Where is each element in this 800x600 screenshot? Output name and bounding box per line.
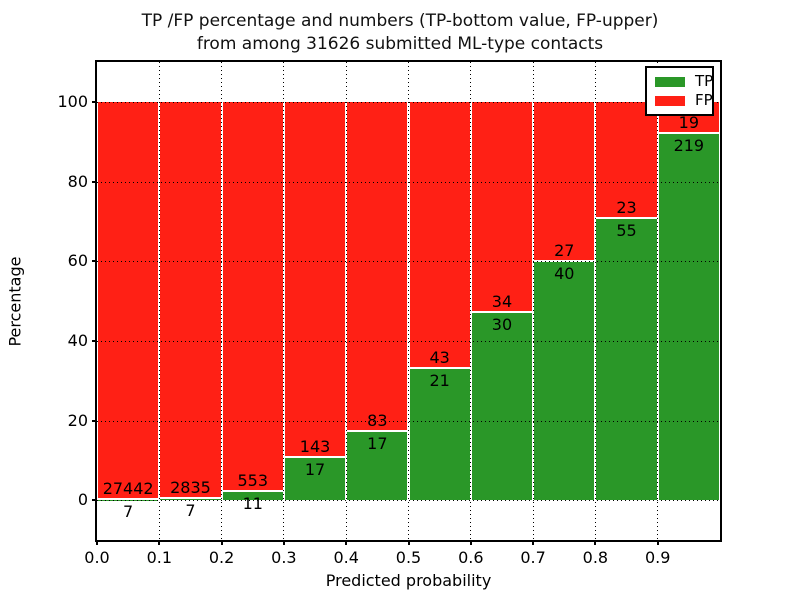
vertical-gridline [470,62,472,540]
y-tick-mark [92,180,97,183]
fp-count-label: 27442 [102,479,154,499]
horizontal-gridline [97,500,720,502]
x-tick-label: 0.6 [458,548,484,567]
x-tick-label: 0.3 [271,548,297,567]
chart-title: TP /FP percentage and numbers (TP-bottom… [0,10,800,56]
bar-segment-tp [222,492,283,501]
bar-segment-tp [347,432,408,501]
y-tick-label: 80 [67,171,88,191]
x-tick-mark [656,540,659,545]
vertical-gridline [158,62,160,540]
y-tick-label: 40 [67,330,88,350]
tp-count-label: 7 [185,501,196,521]
horizontal-gridline [97,420,720,422]
bar-segment-fp [98,101,159,501]
plot-area: 27442 7 2835 7 553 11 143 17 83 17 43 21 34 30 27 40 23 5… [95,60,722,542]
tp-count-label: 21 [429,371,450,391]
fp-count-label: 23 [616,198,637,218]
x-tick-label: 0.1 [146,548,173,567]
bar-segment-tp [471,313,533,501]
horizontal-gridline [97,340,720,342]
y-tick-mark [92,100,97,103]
tp-count-label: 55 [616,221,637,241]
x-tick-label: 0.7 [520,548,546,567]
y-tick-label: 100 [57,91,88,111]
bar-segment-fp [284,101,346,458]
fp-count-label: 2835 [170,478,211,498]
horizontal-gridline [97,261,720,263]
bar-segment-tp [284,457,346,501]
legend-label-fp: FP [695,91,713,109]
tp-count-label: 219 [673,135,705,155]
legend-label-tp: TP [695,72,714,90]
x-tick-label: 0.4 [333,548,359,567]
tp-count-label: 17 [304,459,326,479]
x-axis-label: Predicted probability [325,571,492,590]
fp-count-label: 553 [237,471,269,491]
x-tick-mark [220,540,223,545]
x-tick-mark [96,540,98,545]
fp-count-label: 43 [429,348,450,368]
tp-count-label: 17 [367,434,388,454]
y-tick-mark [92,499,97,502]
tp-swatch [655,76,685,87]
bar-segment-fp [160,101,221,500]
bar-segment-tp [658,133,719,501]
chart-title-line-1: TP /FP percentage and numbers (TP-bottom… [141,11,659,31]
x-tick-mark [407,540,410,545]
x-tick-label: 0.5 [395,548,422,567]
vertical-gridline [283,62,285,540]
fp-count-label: 143 [299,436,331,456]
y-tick-label: 20 [67,410,88,430]
bar-segment-fp [222,101,283,493]
horizontal-gridline [97,181,720,183]
bar-segment-fp [596,101,657,220]
vertical-gridline [657,62,659,540]
x-tick-label: 0.8 [582,548,609,567]
x-tick-mark [469,540,472,545]
bar-segment-tp [409,369,470,501]
y-tick-label: 0 [77,490,88,510]
bar-segment-tp [596,219,657,501]
bar-segment-fp [347,101,408,433]
fp-swatch [655,95,685,106]
vertical-gridline [532,62,534,540]
y-axis-label: Percentage [5,256,25,347]
x-tick-mark [282,540,285,545]
bar-segment-tp [534,262,595,501]
y-tick-mark [92,419,97,422]
tp-count-label: 7 [123,502,134,522]
tp-count-label: 40 [554,264,575,284]
x-tick-label: 0.0 [84,548,110,567]
legend-entry-tp: TP [655,72,714,91]
tp-count-label: 30 [491,315,513,335]
vertical-gridline [221,62,223,540]
vertical-gridline [408,62,409,540]
bar-segment-tp [160,499,221,501]
fp-count-label: 19 [678,112,700,132]
x-tick-mark [158,540,161,545]
fp-count-label: 27 [554,241,575,261]
chart-title-line-2: from among 31626 submitted ML-type conta… [196,34,604,54]
bar-segment-fp [409,101,470,370]
x-tick-label: 0.2 [208,548,235,567]
x-tick-mark [532,540,535,545]
legend: TP FP [645,66,714,116]
fp-count-label: 34 [491,292,513,312]
fp-count-label: 83 [367,411,388,431]
x-tick-mark [345,540,348,545]
y-tick-label: 60 [67,251,88,271]
vertical-gridline [345,62,347,540]
horizontal-gridline [97,101,720,103]
legend-entry-fp: FP [655,91,713,110]
tp-count-label: 11 [242,494,263,514]
x-tick-mark [594,540,597,545]
y-tick-mark [92,260,97,263]
vertical-gridline [594,62,596,540]
y-tick-mark [92,339,97,342]
bar-segment-fp [471,101,533,314]
x-tick-label: 0.9 [644,548,671,567]
